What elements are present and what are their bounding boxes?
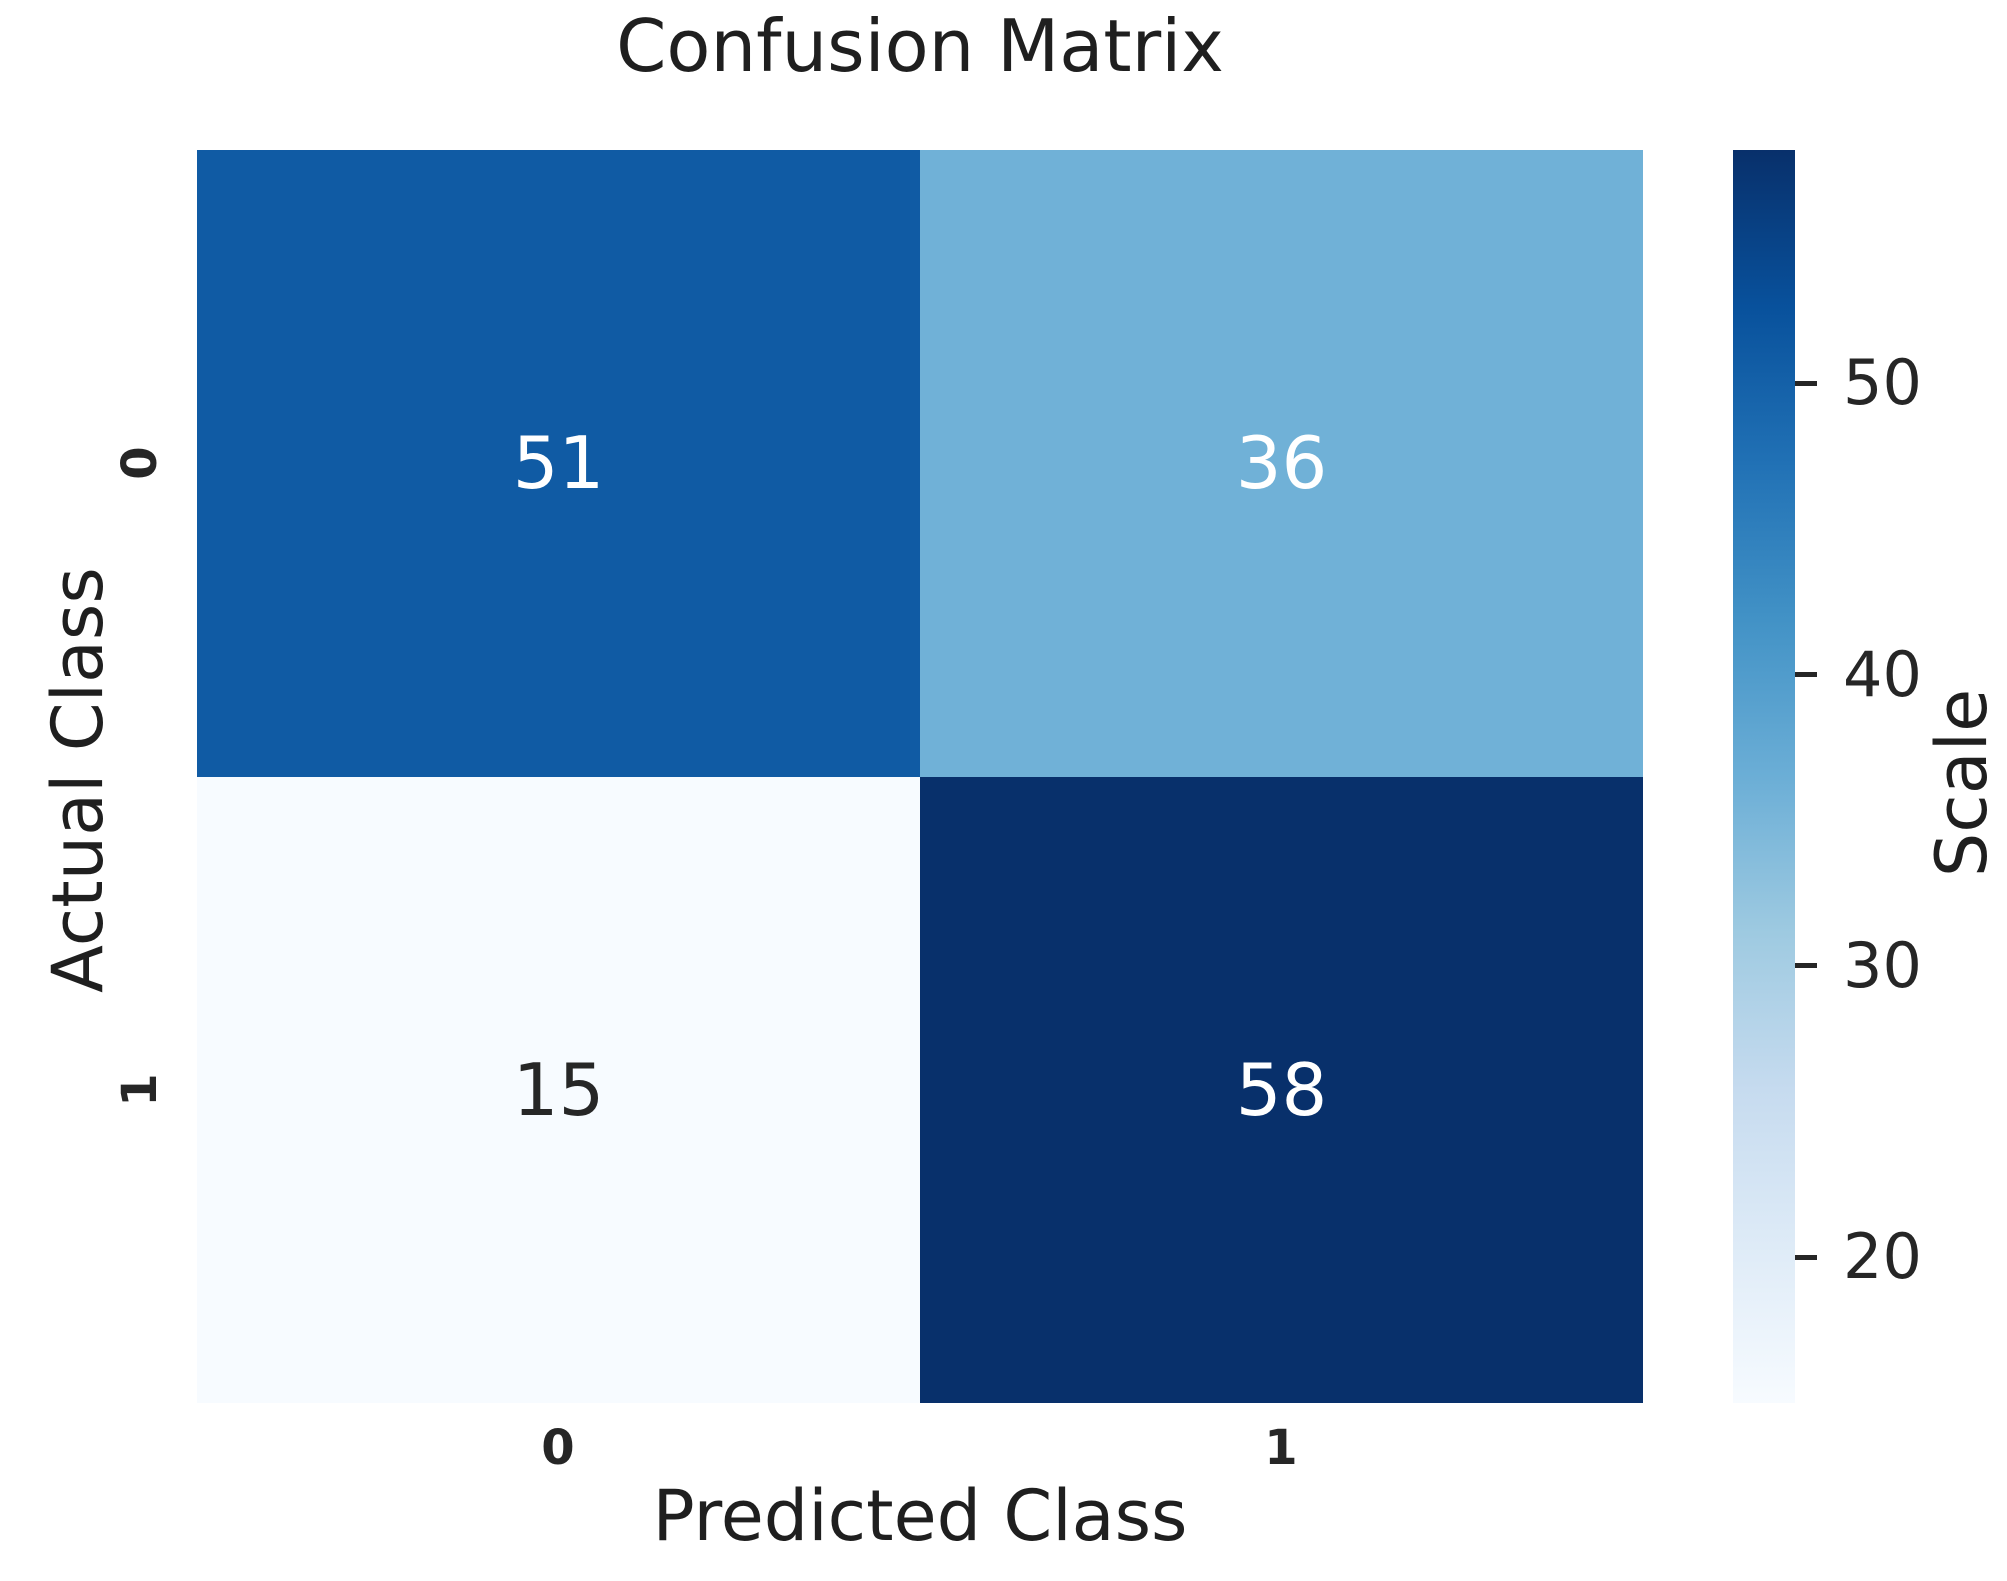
cell-value: 36 xyxy=(1235,421,1328,506)
cell-value: 58 xyxy=(1235,1047,1328,1132)
heatmap-cell-actual1-predicted0: 15 xyxy=(197,776,920,1403)
colorbar-tick-label: 30 xyxy=(1843,928,1922,1002)
heatmap-grid: 51 36 15 58 xyxy=(197,150,1643,1403)
cell-value: 15 xyxy=(512,1047,605,1132)
colorbar-tick-mark xyxy=(1795,1254,1817,1260)
colorbar-tick-mark xyxy=(1795,963,1817,969)
colorbar-tick-mark xyxy=(1795,380,1817,386)
x-axis-label: Predicted Class xyxy=(652,1475,1188,1557)
y-axis-tick-label-1: 1 xyxy=(112,1073,168,1107)
heatmap-cell-actual0-predicted0: 51 xyxy=(197,150,920,777)
colorbar-gradient xyxy=(1733,150,1795,1403)
x-axis-tick-label-1: 1 xyxy=(1264,1420,1298,1476)
y-axis-tick-label-0: 0 xyxy=(112,446,168,480)
cell-value: 51 xyxy=(512,421,605,506)
colorbar-tick-label: 20 xyxy=(1843,1220,1922,1294)
colorbar: 50 40 30 20 xyxy=(1733,150,1922,1403)
x-axis-tick-label-0: 0 xyxy=(541,1420,575,1476)
heatmap-cell-actual1-predicted1: 58 xyxy=(920,776,1643,1403)
colorbar-axis-label: Scale xyxy=(1921,688,2003,878)
colorbar-tick-label: 40 xyxy=(1843,637,1922,711)
chart-title: Confusion Matrix xyxy=(616,4,1224,88)
y-axis-label: Actual Class xyxy=(37,567,119,993)
colorbar-tick-label: 50 xyxy=(1843,346,1922,420)
heatmap-cell-actual0-predicted1: 36 xyxy=(920,150,1643,777)
colorbar-tick-mark xyxy=(1795,672,1817,677)
